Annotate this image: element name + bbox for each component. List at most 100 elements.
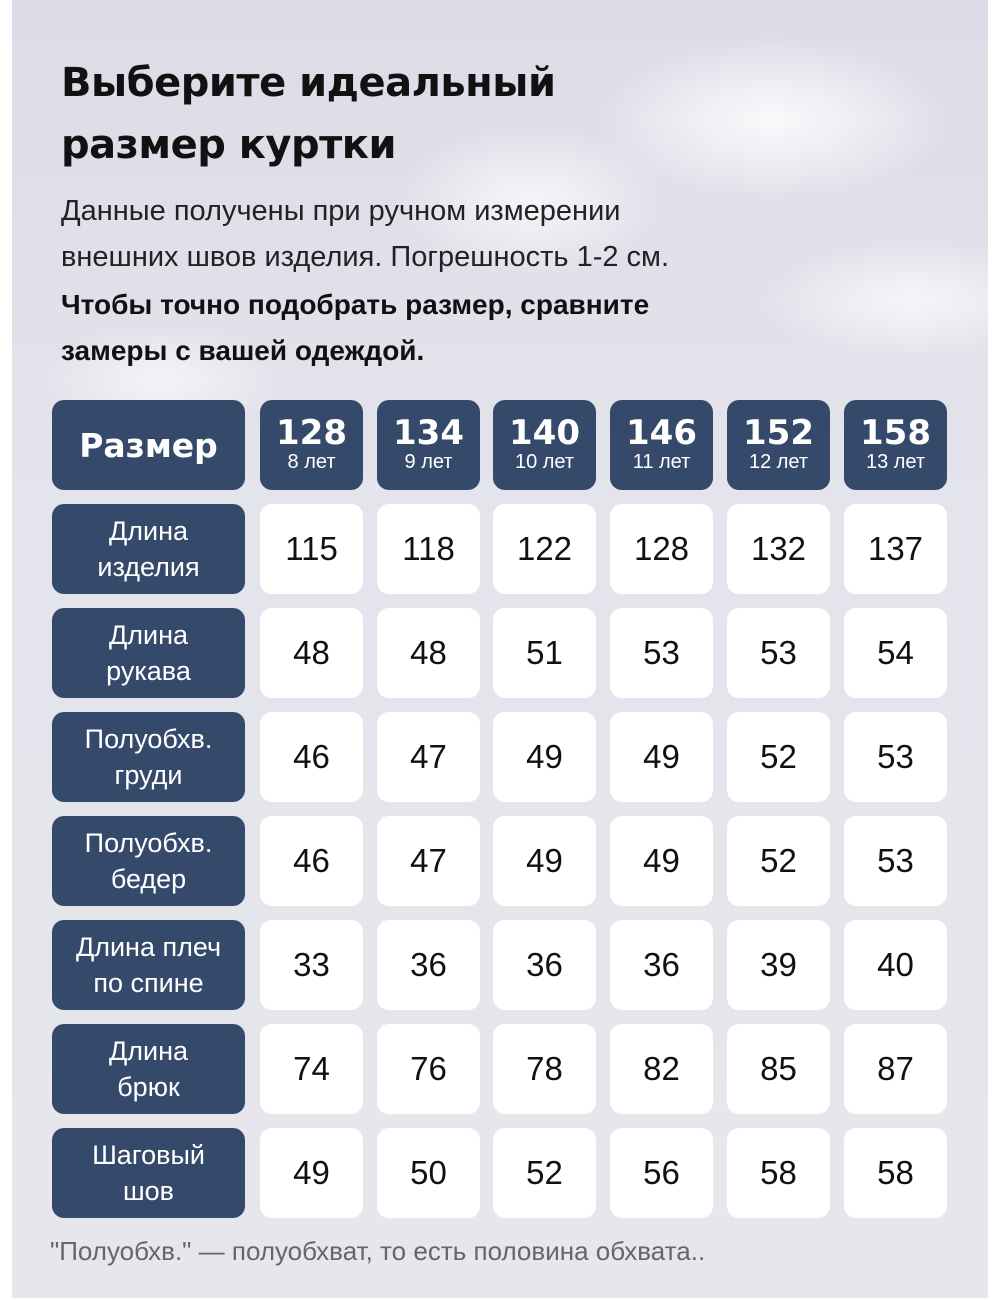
table-cell: 53 (610, 608, 713, 698)
table-cell: 53 (844, 816, 947, 906)
cell-value: 53 (643, 634, 680, 671)
cell-value: 46 (293, 842, 330, 879)
age-label: 13 лет (865, 451, 926, 473)
table-cell: 74 (260, 1024, 363, 1114)
subtitle: Данные получены при ручном измерении вне… (61, 188, 669, 280)
cell-value: 122 (516, 530, 573, 567)
size-header: 158 13 лет (844, 400, 947, 490)
size-header: 152 12 лет (727, 400, 830, 490)
cell-value: 36 (410, 946, 447, 983)
table-cell: 52 (727, 816, 830, 906)
table-cell: 122 (493, 504, 596, 594)
size-header: 134 9 лет (377, 400, 480, 490)
cell-value: 48 (410, 634, 447, 671)
cell-value: 47 (410, 738, 447, 775)
bold-note-line: замеры с вашей одеждой. (61, 335, 425, 366)
table-cell: 46 (260, 816, 363, 906)
table-cell: 56 (610, 1128, 713, 1218)
table-cell: 36 (493, 920, 596, 1010)
age-label: 10 лет (514, 451, 575, 473)
size-value: 128 (276, 413, 347, 453)
row-label-line: Длина (108, 516, 189, 546)
age-label: 12 лет (748, 451, 809, 473)
cell-value: 36 (643, 946, 680, 983)
cell-value: 87 (877, 1050, 914, 1087)
table-cell: 47 (377, 816, 480, 906)
row-label-line: рукава (106, 656, 191, 686)
size-header: 140 10 лет (493, 400, 596, 490)
table-cell: 76 (377, 1024, 480, 1114)
table-cell: 36 (377, 920, 480, 1010)
table-cell: 82 (610, 1024, 713, 1114)
row-label: Длина изделия (52, 504, 245, 594)
table-cell: 33 (260, 920, 363, 1010)
table-cell: 47 (377, 712, 480, 802)
table-cell: 52 (493, 1128, 596, 1218)
cell-value: 53 (877, 842, 914, 879)
bold-note: Чтобы точно подобрать размер, сравните з… (61, 282, 649, 374)
cell-value: 51 (526, 634, 563, 671)
table-cell: 128 (610, 504, 713, 594)
table-cell: 49 (610, 712, 713, 802)
row-label: Длина рукава (52, 608, 245, 698)
bold-note-line: Чтобы точно подобрать размер, сравните (61, 289, 650, 320)
table-cell: 118 (377, 504, 480, 594)
row-label-line: Шаговый (92, 1140, 205, 1170)
cell-value: 118 (402, 530, 455, 567)
row-label-line: бедер (110, 864, 187, 894)
cell-value: 58 (760, 1154, 797, 1191)
cell-value: 52 (760, 842, 797, 879)
table-cell: 54 (844, 608, 947, 698)
cell-value: 78 (526, 1050, 563, 1087)
title-line: Выберите идеальный (61, 60, 556, 106)
row-label-line: брюк (117, 1072, 180, 1102)
page-title: Выберите идеальный размер куртки (61, 52, 556, 176)
table-cell: 52 (727, 712, 830, 802)
cell-value: 39 (760, 946, 797, 983)
cell-value: 52 (760, 738, 797, 775)
cell-value: 137 (867, 530, 924, 567)
size-value: 146 (626, 413, 697, 453)
table-cell: 137 (844, 504, 947, 594)
table-cell: 36 (610, 920, 713, 1010)
table-cell: 85 (727, 1024, 830, 1114)
cell-value: 132 (750, 530, 807, 567)
table-cell: 53 (844, 712, 947, 802)
cell-value: 49 (526, 842, 563, 879)
cell-value: 50 (410, 1154, 447, 1191)
table-cell: 48 (260, 608, 363, 698)
row-label: Полуобхв. бедер (52, 816, 245, 906)
cell-value: 115 (285, 530, 338, 567)
table-cell: 49 (493, 712, 596, 802)
row-label-line: Полуобхв. (84, 828, 213, 858)
table-cell: 115 (260, 504, 363, 594)
cell-value: 82 (643, 1050, 680, 1087)
size-value: 158 (860, 413, 931, 453)
row-label-line: Длина (108, 620, 189, 650)
cell-value: 53 (760, 634, 797, 671)
table-cell: 46 (260, 712, 363, 802)
table-cell: 50 (377, 1128, 480, 1218)
cell-value: 85 (760, 1050, 797, 1087)
size-value: 140 (509, 413, 580, 453)
size-value: 134 (393, 413, 464, 453)
table-cell: 58 (727, 1128, 830, 1218)
row-label: Длина брюк (52, 1024, 245, 1114)
cell-value: 128 (633, 530, 690, 567)
cell-value: 49 (293, 1154, 330, 1191)
footnote: "Полуобхв." — полуобхват, то есть полови… (50, 1236, 706, 1266)
title-line: размер куртки (61, 122, 396, 168)
table-cell: 49 (260, 1128, 363, 1218)
row-label: Шаговый шов (52, 1128, 245, 1218)
cell-value: 76 (410, 1050, 447, 1087)
table-cell: 78 (493, 1024, 596, 1114)
row-label-line: Полуобхв. (84, 724, 213, 754)
corner-label: Размер (79, 425, 218, 465)
row-label-line: груди (114, 760, 183, 790)
table-cell: 51 (493, 608, 596, 698)
row-label: Полуобхв. груди (52, 712, 245, 802)
table-cell: 49 (493, 816, 596, 906)
table-cell: 48 (377, 608, 480, 698)
cell-value: 46 (293, 738, 330, 775)
cell-value: 40 (877, 946, 914, 983)
